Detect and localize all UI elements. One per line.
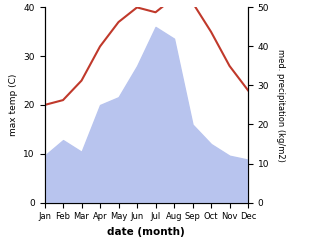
Y-axis label: med. precipitation (kg/m2): med. precipitation (kg/m2) bbox=[276, 49, 285, 161]
X-axis label: date (month): date (month) bbox=[107, 227, 185, 237]
Y-axis label: max temp (C): max temp (C) bbox=[9, 74, 18, 136]
